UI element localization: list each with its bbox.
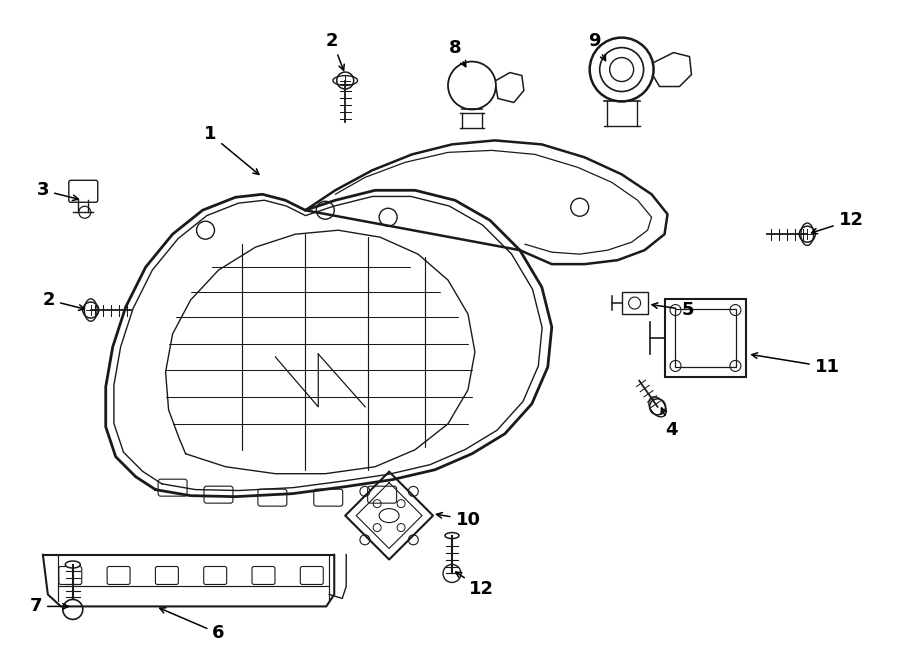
Text: 7: 7	[30, 597, 68, 616]
Text: 1: 1	[204, 125, 259, 175]
Text: 8: 8	[449, 38, 466, 67]
Text: 12: 12	[455, 572, 494, 598]
Ellipse shape	[333, 75, 357, 85]
FancyBboxPatch shape	[252, 567, 275, 585]
FancyBboxPatch shape	[58, 567, 82, 585]
FancyBboxPatch shape	[107, 567, 130, 585]
Ellipse shape	[85, 299, 97, 321]
Text: 10: 10	[436, 510, 481, 528]
Text: 4: 4	[662, 408, 678, 439]
Bar	[622, 292, 648, 314]
Text: 3: 3	[37, 181, 78, 201]
Ellipse shape	[649, 397, 666, 417]
FancyBboxPatch shape	[301, 567, 323, 585]
FancyBboxPatch shape	[258, 489, 287, 506]
Text: 6: 6	[159, 608, 225, 642]
Ellipse shape	[66, 561, 80, 568]
Bar	[664, 299, 746, 377]
Bar	[674, 309, 736, 367]
FancyBboxPatch shape	[204, 486, 233, 503]
Text: 2: 2	[42, 291, 85, 310]
Text: 2: 2	[326, 32, 344, 70]
Text: 11: 11	[752, 353, 840, 376]
FancyBboxPatch shape	[368, 486, 397, 503]
Ellipse shape	[801, 223, 814, 246]
Ellipse shape	[379, 508, 399, 522]
FancyBboxPatch shape	[314, 489, 343, 506]
Text: 9: 9	[589, 32, 606, 61]
FancyBboxPatch shape	[68, 180, 98, 203]
FancyBboxPatch shape	[203, 567, 227, 585]
Text: 12: 12	[812, 211, 864, 234]
Ellipse shape	[445, 532, 459, 539]
FancyBboxPatch shape	[156, 567, 178, 585]
Text: 5: 5	[652, 301, 694, 319]
FancyBboxPatch shape	[158, 479, 187, 496]
